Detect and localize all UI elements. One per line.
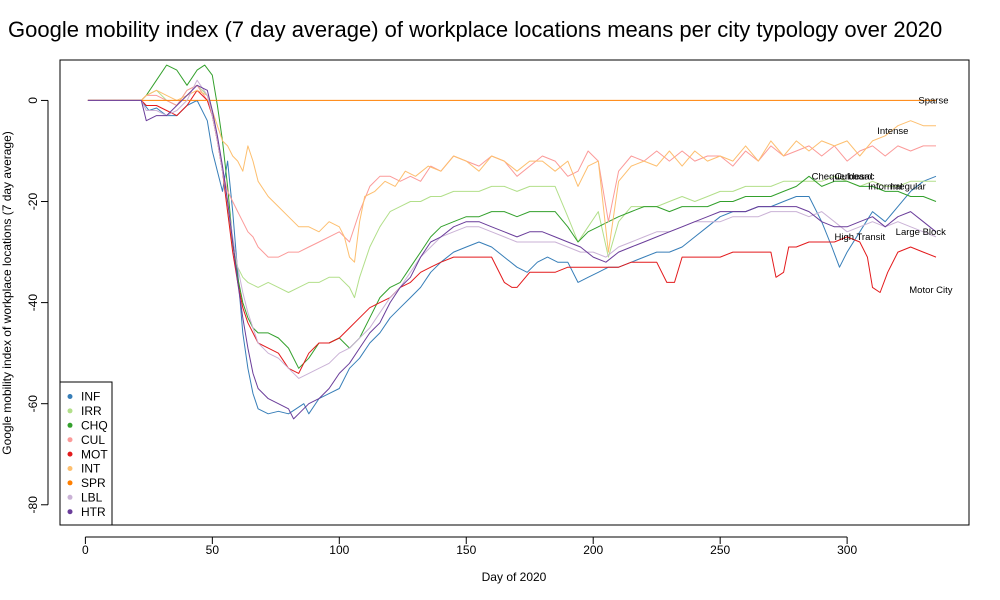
- annotation-label: Irregular: [890, 181, 925, 192]
- annotation-label: Informal: [868, 181, 902, 192]
- annotation-label: Motor City: [909, 285, 953, 296]
- y-tick-label: -80: [26, 496, 40, 514]
- x-tick-label: 100: [329, 543, 349, 557]
- legend-label-mot: MOT: [81, 447, 108, 461]
- legend-label-inf: INF: [81, 390, 100, 404]
- x-tick-label: 200: [583, 543, 603, 557]
- series-line-htr: [87, 84, 937, 420]
- legend-marker: [67, 494, 73, 500]
- legend-marker: [67, 408, 73, 414]
- annotation-label: Chequerboard: [812, 171, 873, 182]
- legend-label-spr: SPR: [81, 476, 106, 490]
- legend-label-int: INT: [81, 462, 101, 476]
- series-line-inf: [87, 99, 937, 415]
- plot-frame: [59, 59, 970, 526]
- legend-label-lbl: LBL: [81, 491, 103, 505]
- series-line-cul: [87, 84, 936, 258]
- legend-marker: [67, 466, 73, 471]
- annotation-label: High Transit: [834, 232, 885, 243]
- legend-marker: [67, 509, 73, 515]
- legend-label-chq: CHQ: [81, 419, 108, 433]
- series-annotations: Sparse Intense ChequerboardCuldesacInforma…: [812, 95, 953, 296]
- x-tick-label: 300: [837, 543, 857, 557]
- x-tick-label: 250: [710, 543, 730, 557]
- legend-label-htr: HTR: [81, 505, 106, 519]
- y-tick-label: 0: [26, 97, 40, 104]
- plot-frame-rect: [59, 59, 970, 526]
- y-axis: 0 -20 -40 -60 -80: [26, 97, 49, 514]
- x-axis-label: Day of 2020: [482, 570, 547, 584]
- legend-marker: [67, 437, 73, 443]
- x-tick-label: 50: [206, 543, 220, 557]
- series-line-irr: [87, 84, 936, 299]
- annotation-label: Large Block: [896, 227, 946, 238]
- annotation-label: Sparse: [918, 95, 948, 106]
- y-tick-label: -60: [26, 395, 40, 413]
- y-tick-label: -20: [26, 193, 40, 211]
- x-tick-label: 150: [456, 543, 476, 557]
- annotation-label: Intense: [877, 126, 908, 137]
- y-tick-label: -40: [26, 294, 40, 312]
- legend-marker: [67, 422, 73, 428]
- chart-title: Google mobility index (7 day average) of…: [8, 17, 942, 42]
- legend-label-irr: IRR: [81, 404, 102, 418]
- x-axis: 0 50 100 150 200 250 300: [82, 536, 857, 557]
- legend-label-cul: CUL: [81, 433, 105, 447]
- legend-marker: [67, 451, 73, 457]
- series-line-int: [87, 89, 936, 263]
- legend-marker: [67, 480, 73, 486]
- y-axis-label: Google mobility index of workplace locat…: [0, 131, 14, 455]
- series-lines: [87, 64, 937, 420]
- legend-marker: [67, 394, 73, 399]
- annotation-label: Culdesac: [835, 171, 875, 182]
- series-line-mot: [87, 89, 937, 374]
- x-tick-label: 0: [82, 543, 89, 557]
